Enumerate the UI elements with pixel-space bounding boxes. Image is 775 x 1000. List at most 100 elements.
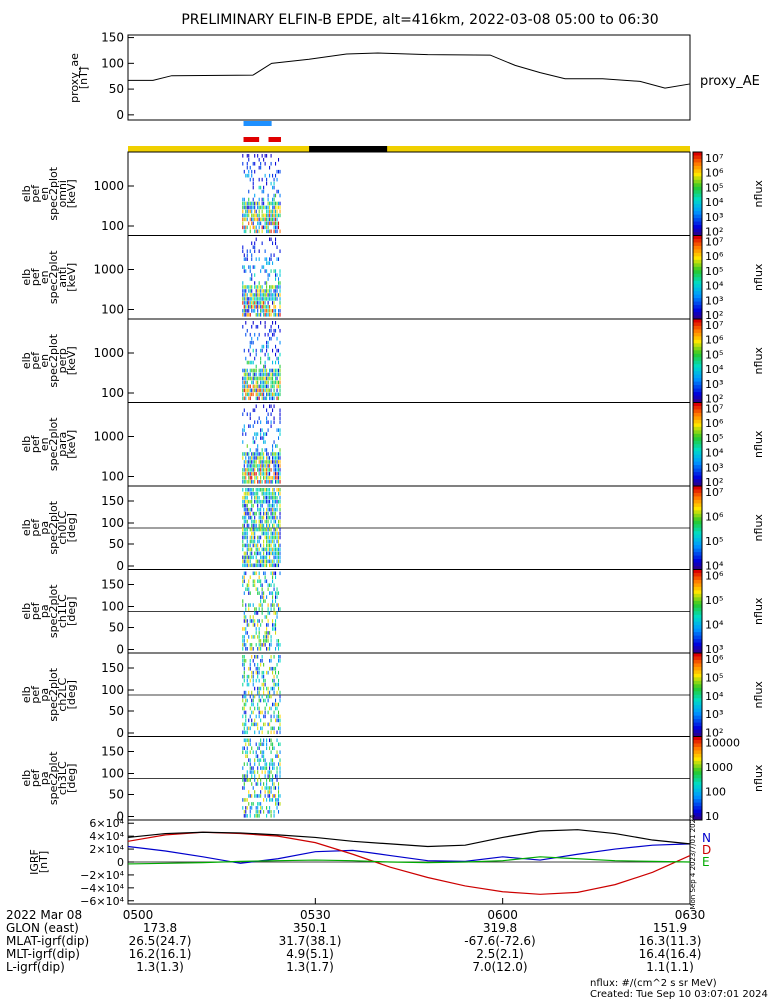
spectrogram-pixel — [248, 666, 250, 671]
spectrogram-pixel — [261, 201, 263, 206]
spectrogram-pixel — [275, 289, 277, 293]
spectrogram-pixel — [269, 551, 271, 556]
spectrogram-label-0: elb — [20, 269, 33, 286]
spectrogram-pixel — [264, 531, 266, 536]
spectrogram-pixel — [264, 615, 266, 619]
spectrogram-pixel — [251, 169, 253, 174]
colorbar-segment — [693, 336, 702, 341]
spectrogram-pixel — [269, 690, 271, 695]
spectrogram-pixel — [261, 293, 263, 297]
spectrogram-label-5: [deg] — [65, 597, 78, 626]
spectrogram-pixel — [249, 201, 251, 206]
spectrogram-pixel — [249, 368, 251, 373]
spectrogram-pixel — [261, 285, 263, 289]
spectrogram-pixel — [258, 794, 260, 798]
spectrogram-pixel — [266, 488, 268, 492]
spectrogram-pixel — [254, 619, 256, 623]
spectrogram-pixel — [273, 511, 275, 516]
spectrogram-pixel — [270, 209, 272, 214]
spectrogram-pixel — [279, 472, 281, 476]
spectrogram-pixel — [252, 301, 254, 305]
spectrogram-pixel — [254, 285, 256, 289]
spectrogram-pixel — [263, 758, 265, 762]
spectrogram-pixel — [279, 269, 281, 273]
spectrogram-pixel — [243, 376, 245, 381]
spectrogram-ytick-label: 150 — [101, 494, 124, 508]
spectrogram-pixel — [243, 289, 245, 293]
spectrogram-pixel — [267, 730, 269, 735]
spectrogram-pixel — [255, 607, 257, 611]
spectrogram-pixel — [269, 376, 271, 381]
spectrogram-pixel — [279, 384, 281, 389]
spectrogram-pixel — [261, 750, 263, 755]
spectrogram-pixel — [263, 722, 265, 727]
spectrogram-pixel — [269, 229, 271, 234]
spectrogram-pixel — [272, 476, 274, 480]
spectrogram-pixel — [270, 758, 272, 762]
spectrogram-pixel — [260, 269, 262, 273]
spectrogram-pixel — [279, 742, 281, 747]
spectrogram-pixel — [269, 666, 271, 671]
spectrogram-pixel — [276, 591, 278, 595]
spectrogram-pixel — [269, 515, 271, 520]
spectrogram-pixel — [266, 432, 268, 436]
spectrogram-pixel — [264, 599, 266, 603]
spectrogram-pixel — [261, 607, 263, 611]
ephemeris-value: 16.2(16.1) — [129, 947, 192, 961]
spectrogram-pixel — [245, 690, 247, 695]
spectrogram-pixel — [270, 396, 272, 401]
colorbar-segment — [693, 305, 702, 310]
colorbar-segment — [693, 399, 702, 403]
colorbar-segment — [693, 183, 702, 188]
spectrogram-pixel — [246, 376, 248, 381]
proxy-ae-ytick-label: 100 — [101, 56, 124, 70]
colorbar-frame — [692, 736, 703, 821]
igrf-ytick-label: 6×10⁴ — [89, 817, 124, 830]
spectrogram-pixel — [275, 666, 277, 671]
spectrogram-label-4: ch3LC — [56, 761, 69, 795]
ephemeris-value: 4.9(5.1) — [286, 947, 334, 961]
spectrogram-pixel — [266, 396, 268, 401]
spectrogram-pixel — [266, 460, 268, 464]
spectrogram-pixel — [279, 281, 281, 285]
spectrogram-pixel — [257, 229, 259, 234]
spectrogram-pixel — [270, 452, 272, 456]
spectrogram-pixel — [266, 472, 268, 476]
spectrogram-pixel — [249, 527, 251, 532]
spectrogram-pixel — [249, 615, 251, 619]
spectrogram-pixel — [272, 798, 274, 802]
spectrogram-pixel — [269, 297, 271, 301]
colorbar-tick-label: 10⁷ — [705, 319, 723, 332]
colorbar-tick-label: 10⁵ — [705, 594, 723, 607]
footer-created: Created: Tue Sep 10 03:07:01 2024 — [590, 989, 768, 1000]
spectrogram-pixel — [260, 432, 262, 436]
colorbar-segment — [693, 308, 702, 313]
spectrogram-pixel — [264, 225, 266, 230]
spectrogram-pixel — [257, 754, 259, 758]
spectrogram-pixel — [266, 539, 268, 544]
spectrogram-pixel — [255, 611, 257, 615]
spectrogram-pixel — [264, 321, 266, 325]
spectrogram-pixel — [269, 658, 271, 663]
spectrogram-pixel — [258, 480, 260, 484]
spectrogram-pixel — [251, 802, 253, 806]
spectrogram-ytick-label: 0 — [116, 810, 124, 824]
spectrogram-pixel — [249, 285, 251, 289]
spectrogram-pixel — [260, 662, 262, 667]
spectrogram-pixel — [264, 460, 266, 464]
spectrogram-pixel — [257, 376, 259, 381]
spectrogram-pixel — [258, 571, 260, 576]
spectrogram-pixel — [252, 197, 254, 202]
spectrogram-pixel — [273, 531, 275, 536]
spectrogram-pixel — [267, 372, 269, 377]
spectrogram-pixel — [251, 770, 253, 774]
spectrogram-pixel — [251, 531, 253, 536]
spectrogram-pixel — [267, 635, 269, 639]
spectrogram-label-2: en — [38, 187, 51, 201]
spectrogram-ytick-label: 100 — [101, 219, 124, 233]
spectrogram-pixel — [269, 476, 271, 480]
spectrogram-pixel — [249, 476, 251, 480]
proxy-ae-legend: proxy_AE — [700, 74, 760, 89]
spectrogram-pixel — [254, 686, 256, 691]
